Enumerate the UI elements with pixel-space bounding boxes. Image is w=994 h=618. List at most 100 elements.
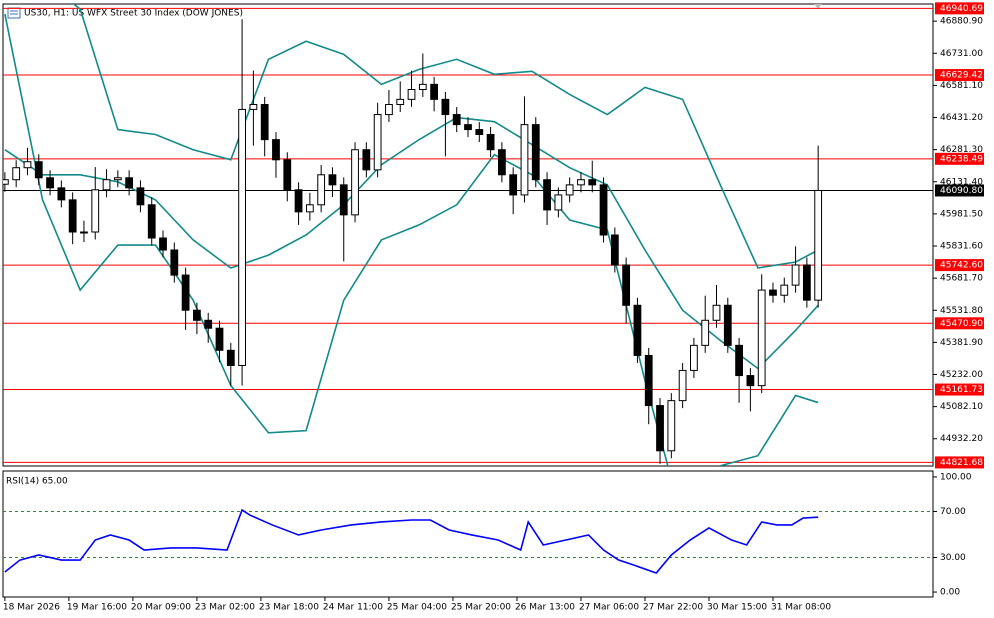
candle-body <box>712 304 721 321</box>
candle-body <box>351 149 359 216</box>
rsi-line <box>4 508 819 575</box>
candle-body <box>147 204 156 239</box>
last-price-line-label: 46090.80 <box>940 186 983 196</box>
candle-body <box>328 174 337 186</box>
candle-body <box>23 161 32 169</box>
candle-body <box>362 149 371 171</box>
level-line-box <box>935 2 984 15</box>
candle-body <box>554 194 563 211</box>
last-price-line-box <box>935 184 984 197</box>
candle-body <box>102 179 111 191</box>
y-tick-label: 45981.50 <box>940 209 983 219</box>
candle-body <box>159 237 167 251</box>
candle-body <box>12 167 21 181</box>
candle-body <box>170 249 179 276</box>
candle-body <box>430 83 439 100</box>
candle-body <box>452 114 461 126</box>
x-tick-label: 20 Mar 09:00 <box>131 603 191 613</box>
candle-body <box>735 344 743 377</box>
level-line-label: 44821.68 <box>940 458 983 468</box>
chart-title: US30, H1: US WFX Street 30 Index (DOW JO… <box>24 9 243 19</box>
candle-body <box>34 161 43 179</box>
symbol-icon <box>7 7 21 19</box>
candle-body <box>497 149 506 176</box>
candle-body <box>260 104 269 141</box>
band-upper <box>72 4 819 269</box>
level-line-box <box>935 259 984 272</box>
x-tick-label: 23 Mar 02:00 <box>195 603 255 613</box>
candle-body <box>249 104 258 110</box>
level-line-label: 45470.90 <box>940 319 983 329</box>
level-line-label: 46629.42 <box>940 71 983 81</box>
candle-body <box>599 184 608 236</box>
shift-marker <box>814 4 822 9</box>
level-line-label: 45742.60 <box>940 261 983 271</box>
candle-body <box>68 199 77 233</box>
y-tick-label: 45531.80 <box>940 306 983 316</box>
candle-body <box>125 177 134 189</box>
candle-body <box>272 139 280 161</box>
x-tick-label: 19 Mar 16:00 <box>67 603 127 613</box>
candle-body <box>305 204 314 213</box>
candle-body <box>565 184 574 196</box>
rsi-title: RSI(14) 65.00 <box>6 477 68 487</box>
level-line-label: 45161.73 <box>940 385 983 395</box>
candle-body <box>633 304 642 356</box>
level-line-box <box>935 69 984 82</box>
candle-body <box>136 187 145 206</box>
candle-body <box>193 309 201 321</box>
candle-body <box>791 264 800 286</box>
rsi-plot <box>3 508 933 575</box>
candle-body <box>486 134 495 151</box>
x-tick-label: 27 Mar 06:00 <box>579 603 639 613</box>
y-tick-label: 45232.00 <box>940 370 983 380</box>
candle-body <box>531 124 540 181</box>
candle-body <box>91 189 100 233</box>
candle-body <box>577 179 585 186</box>
x-tick-label: 24 Mar 11:00 <box>323 603 383 613</box>
x-tick-label: 27 Mar 22:00 <box>643 603 703 613</box>
rsi-tick-label: 100.00 <box>940 472 972 482</box>
candle-body <box>769 289 777 296</box>
x-tick-label: 26 Mar 13:00 <box>515 603 575 613</box>
y-tick-label: 45681.70 <box>940 274 983 284</box>
candle-body <box>317 174 326 206</box>
candle-body <box>226 349 235 366</box>
x-tick-label: 31 Mar 08:00 <box>771 603 831 613</box>
candle-body <box>746 375 755 387</box>
candle-body <box>396 98 405 105</box>
candle-body <box>238 108 246 367</box>
x-tick-label: 25 Mar 04:00 <box>387 603 447 613</box>
y-tick-label: 46431.20 <box>940 113 983 123</box>
band-lower <box>4 13 819 466</box>
rsi-tick-label: 0.00 <box>940 588 960 598</box>
candle-body <box>588 179 597 186</box>
rsi-frame <box>2 470 934 598</box>
level-line-box <box>935 152 984 165</box>
candle-body <box>339 184 348 216</box>
y-tick-label: 44932.20 <box>940 434 983 444</box>
candle-body <box>723 304 732 346</box>
candle-body <box>57 187 66 201</box>
x-tick-label: 25 Mar 20:00 <box>451 603 511 613</box>
x-tick-label: 23 Mar 18:00 <box>259 603 319 613</box>
candle-body <box>757 289 766 387</box>
candle-body <box>780 284 789 296</box>
y-tick-label: 46731.00 <box>940 49 983 59</box>
candle-body <box>294 189 303 213</box>
y-tick-label: 46131.40 <box>940 177 983 187</box>
rsi-tick-label: 70.00 <box>940 507 966 517</box>
candle-body <box>46 177 54 189</box>
candle-body <box>656 405 664 452</box>
candle-body <box>610 234 619 266</box>
y-tick-label: 46880.90 <box>940 17 983 27</box>
candle-body <box>802 264 811 301</box>
candle-body <box>113 177 122 181</box>
level-line-box <box>935 383 984 396</box>
level-line-label: 46940.69 <box>940 4 983 14</box>
candle-body <box>441 98 450 116</box>
band-middle <box>4 116 819 370</box>
candle-body <box>678 369 687 402</box>
